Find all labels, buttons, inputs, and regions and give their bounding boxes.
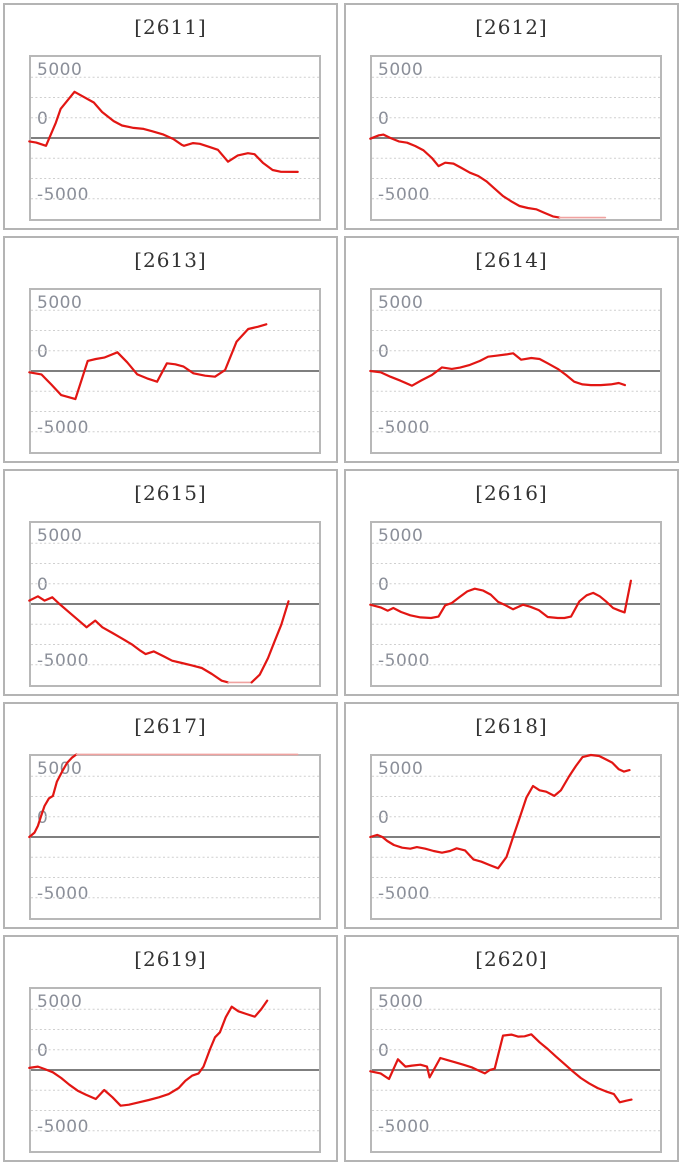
chart-tile: [2616] 5000 0 -5000 [344,469,679,696]
slump-line [28,753,78,839]
chart-tile: [2615] 5000 0 -5000 [3,469,338,696]
slump-line [28,999,269,1107]
slump-graph-svg [28,999,319,1132]
chart-title: [2611] [134,15,207,39]
slump-graph-svg [369,309,660,433]
chart-plot: 5000 0 -5000 [369,288,662,454]
slump-line [369,753,631,870]
y-axis-label-neg5000: -5000 [37,1117,89,1137]
y-axis-label-0: 0 [378,109,390,129]
y-axis-label-neg5000: -5000 [37,185,89,205]
y-axis-label-5000: 5000 [37,759,83,779]
y-axis-label-5000: 5000 [378,759,424,779]
y-axis-label-5000: 5000 [378,992,424,1012]
chart-title: [2615] [134,481,207,505]
chart-tile: [2617] 5000 0 -5000 [3,702,338,929]
slump-line [28,595,230,684]
chart-plot: 5000 0 -5000 [369,987,662,1153]
y-axis-label-0: 0 [37,342,49,362]
y-axis-label-neg5000: -5000 [37,418,89,438]
slump-line [28,90,299,174]
chart-title: [2613] [134,248,207,272]
slump-graph-svg [28,76,319,200]
y-axis-label-0: 0 [378,342,390,362]
slump-graph-svg [369,1008,660,1132]
chart-plot: 5000 0 -5000 [369,521,662,687]
chart-title: [2616] [475,481,548,505]
chart-title: [2618] [475,714,548,738]
y-axis-label-5000: 5000 [378,293,424,313]
y-axis-label-neg5000: -5000 [378,418,430,438]
chart-title: [2619] [134,947,207,971]
chart-title: [2620] [475,947,548,971]
slump-line [369,133,561,219]
chart-tile: [2611] 5000 0 -5000 [3,3,338,230]
chart-plot: 5000 0 -5000 [28,288,321,454]
y-axis-label-5000: 5000 [378,60,424,80]
slump-graph-svg [28,309,319,433]
y-axis-label-0: 0 [378,808,390,828]
y-axis-label-5000: 5000 [378,526,424,546]
y-axis-label-0: 0 [378,575,390,595]
chart-tile: [2620] 5000 0 -5000 [344,935,679,1162]
slump-line [250,600,290,684]
chart-tile: [2612] 5000 0 -5000 [344,3,679,230]
slump-line [369,1033,633,1104]
y-axis-label-neg5000: -5000 [378,651,430,671]
chart-plot: 5000 0 -5000 [28,987,321,1153]
y-axis-label-neg5000: -5000 [378,1117,430,1137]
chart-title: [2617] [134,714,207,738]
y-axis-label-5000: 5000 [37,992,83,1012]
slump-graph-svg [28,753,319,899]
slump-graph-svg [369,753,660,899]
y-axis-label-neg5000: -5000 [378,185,430,205]
slump-graph-svg [28,542,319,684]
chart-tile: [2614] 5000 0 -5000 [344,236,679,463]
chart-tile: [2619] 5000 0 -5000 [3,935,338,1162]
y-axis-label-neg5000: -5000 [378,884,430,904]
y-axis-label-5000: 5000 [37,526,83,546]
y-axis-label-neg5000: -5000 [37,884,89,904]
y-axis-label-0: 0 [37,575,49,595]
y-axis-label-0: 0 [37,1041,49,1061]
y-axis-label-0: 0 [378,1041,390,1061]
chart-tile: [2618] 5000 0 -5000 [344,702,679,929]
chart-plot: 5000 0 -5000 [369,753,662,920]
chart-plot: 5000 0 -5000 [28,753,321,920]
chart-plot: 5000 0 -5000 [369,55,662,221]
chart-plot: 5000 0 -5000 [28,55,321,221]
y-axis-label-5000: 5000 [37,60,83,80]
y-axis-label-5000: 5000 [37,293,83,313]
y-axis-label-neg5000: -5000 [37,651,89,671]
chart-title: [2612] [475,15,548,39]
y-axis-label-0: 0 [37,109,49,129]
chart-title: [2614] [475,248,548,272]
slump-line [369,579,632,620]
slump-graph-svg [369,542,660,666]
slump-line [28,323,268,401]
slump-graph-svg [369,76,660,219]
y-axis-label-0: 0 [37,808,49,828]
chart-plot: 5000 0 -5000 [28,521,321,687]
chart-tile: [2613] 5000 0 -5000 [3,236,338,463]
slump-line [369,352,626,387]
